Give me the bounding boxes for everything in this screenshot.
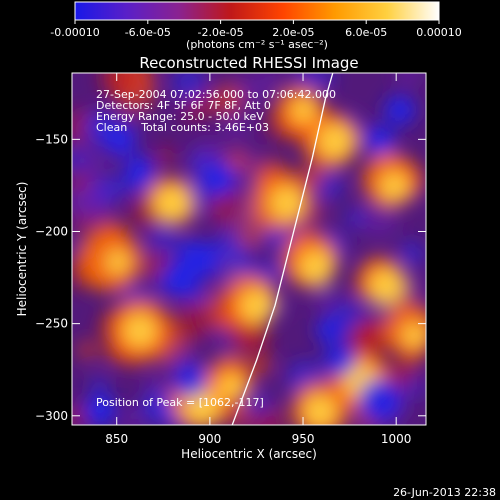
x-tick-label: 850	[105, 432, 128, 446]
colorbar-tick-label: -2.0e-05	[197, 26, 243, 39]
heatmap-image	[72, 73, 426, 425]
peak-position-label: Position of Peak = [1062,-117]	[96, 396, 264, 409]
y-axis-label: Heliocentric Y (arcsec)	[15, 182, 29, 317]
info-annotation: 27-Sep-2004 07:02:56.000 to 07:06:42.000…	[96, 88, 336, 134]
info-clean-counts: Clean Total counts: 3.46E+03	[96, 121, 269, 134]
y-tick-label: −200	[35, 224, 68, 238]
colorbar-tick-label: -6.0e-05	[125, 26, 171, 39]
x-tick-label: 1000	[381, 432, 412, 446]
plot-frame	[71, 72, 427, 426]
colorbar-tick-label: 2.0e-05	[272, 26, 314, 39]
x-tick-label: 950	[292, 432, 315, 446]
colorbar-tick-label: 0.00010	[416, 26, 462, 39]
y-tick-label: −300	[35, 409, 68, 423]
colorbar: -0.00010 -6.0e-05 -2.0e-05 2.0e-05 6.0e-05 0.…	[50, 1, 462, 51]
colorbar-scale	[74, 1, 440, 21]
axes: 850 900 950 1000 −150 −200 −250 −300	[35, 73, 426, 446]
info-energy-range: Energy Range: 25.0 - 50.0 keV	[96, 110, 264, 123]
colorbar-tick-label: 6.0e-05	[345, 26, 387, 39]
y-tick-label: −150	[35, 132, 68, 146]
chart-title: Reconstructed RHESSI Image	[139, 54, 358, 72]
footer-timestamp: 26-Jun-2013 22:38	[393, 486, 496, 499]
x-tick-label: 900	[198, 432, 221, 446]
x-axis-label: Heliocentric X (arcsec)	[181, 447, 317, 461]
info-time-range: 27-Sep-2004 07:02:56.000 to 07:06:42.000	[96, 88, 336, 101]
solar-limb-curve	[231, 73, 334, 425]
colorbar-units: (photons cm⁻² s⁻¹ asec⁻²)	[186, 38, 328, 51]
info-detectors: Detectors: 4F 5F 6F 7F 8F, Att 0	[96, 99, 271, 112]
y-tick-label: −250	[35, 317, 68, 331]
colorbar-ticks: -0.00010 -6.0e-05 -2.0e-05 2.0e-05 6.0e-05 0.…	[50, 20, 462, 39]
colorbar-tick-label: -0.00010	[50, 26, 99, 39]
